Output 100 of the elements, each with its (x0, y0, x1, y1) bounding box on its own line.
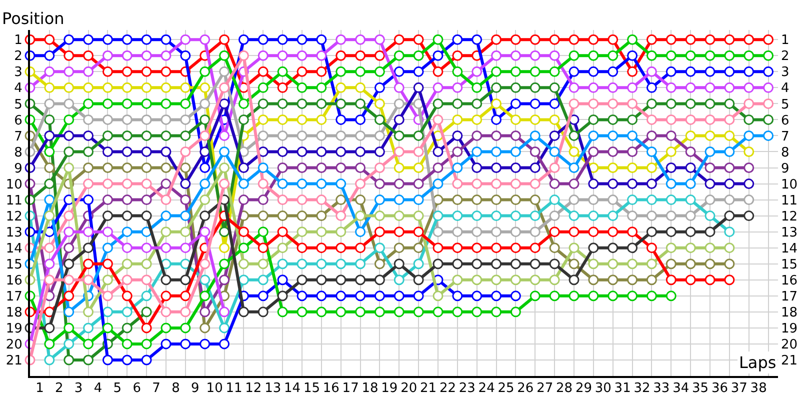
point (452, 290, 463, 302)
point (530, 178, 540, 190)
point (238, 50, 249, 61)
point (744, 114, 754, 125)
point (704, 258, 716, 270)
point (180, 162, 191, 174)
point (64, 306, 74, 318)
point (219, 322, 230, 334)
point (122, 66, 132, 77)
point (432, 258, 444, 270)
point (568, 98, 580, 109)
point (83, 50, 94, 61)
point (452, 34, 463, 45)
point (530, 50, 540, 61)
point (666, 98, 676, 109)
point (568, 34, 580, 45)
point (724, 82, 735, 93)
point (64, 130, 74, 141)
point (666, 290, 676, 302)
point (374, 50, 385, 61)
point (704, 178, 716, 190)
y2-tick-label: 20 (781, 338, 798, 353)
point (316, 306, 327, 318)
point (685, 210, 696, 222)
point (549, 290, 560, 302)
y2-tick-label: 14 (781, 241, 798, 256)
point (627, 50, 638, 61)
point (277, 66, 288, 77)
point (491, 82, 502, 93)
point (472, 210, 482, 222)
point (200, 322, 210, 334)
point (200, 194, 210, 206)
point (44, 98, 55, 109)
point (200, 258, 210, 270)
y2-tick-label: 8 (781, 145, 790, 160)
point (141, 306, 152, 318)
point (102, 242, 113, 254)
point (64, 98, 74, 109)
point (685, 130, 696, 141)
point (549, 162, 560, 174)
point (627, 114, 638, 125)
x-tick-label: 6 (132, 381, 141, 396)
point (122, 82, 132, 93)
point (704, 50, 716, 61)
y2-tick-label: 7 (781, 129, 790, 144)
point (394, 50, 404, 61)
point (102, 322, 113, 334)
point (141, 130, 152, 141)
point (432, 50, 444, 61)
point (608, 274, 618, 286)
point (685, 146, 696, 157)
point (102, 114, 113, 125)
point (180, 306, 191, 318)
point (530, 162, 540, 174)
point (724, 178, 735, 190)
point (238, 34, 249, 45)
x-tick-label: 7 (152, 381, 160, 396)
point (219, 50, 230, 61)
point (219, 226, 230, 238)
point (102, 130, 113, 141)
point (44, 258, 55, 270)
point (238, 242, 249, 254)
point (744, 178, 754, 190)
point (510, 290, 521, 302)
point (666, 226, 676, 238)
point (724, 34, 735, 45)
point (141, 50, 152, 61)
point (258, 66, 268, 77)
point (296, 178, 308, 190)
point (666, 162, 676, 174)
point (685, 258, 696, 270)
point (316, 258, 327, 270)
point (200, 34, 210, 45)
point (102, 354, 113, 366)
point (452, 306, 463, 318)
point (102, 210, 113, 222)
point (200, 162, 210, 174)
point (180, 82, 191, 93)
point (316, 274, 327, 286)
y-tick-label: 18 (6, 305, 22, 320)
point (277, 82, 288, 93)
point (336, 258, 346, 270)
point (666, 178, 676, 190)
point (355, 114, 366, 125)
point (141, 66, 152, 77)
point (608, 178, 618, 190)
point (336, 210, 346, 222)
point (491, 162, 502, 174)
point (219, 242, 230, 254)
point (744, 130, 754, 141)
x-axis-title: Laps (739, 353, 776, 372)
point (44, 34, 55, 45)
point (549, 82, 560, 93)
x-tick-label: 19 (381, 381, 398, 396)
point (491, 34, 502, 45)
point (685, 114, 696, 125)
x-tick-label: 11 (226, 381, 242, 396)
point (413, 242, 424, 254)
point (160, 98, 172, 109)
point (472, 82, 482, 93)
